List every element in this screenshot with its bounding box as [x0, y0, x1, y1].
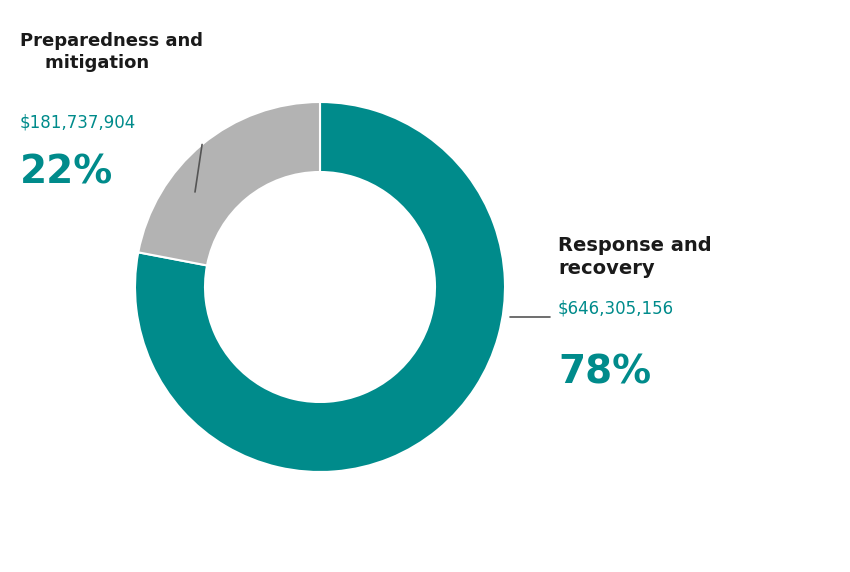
Text: $181,737,904: $181,737,904: [20, 113, 136, 131]
Text: $646,305,156: $646,305,156: [558, 300, 674, 318]
Text: 22%: 22%: [20, 153, 113, 191]
Text: Preparedness and
    mitigation: Preparedness and mitigation: [20, 32, 203, 72]
Text: 78%: 78%: [558, 353, 651, 391]
Text: Response and
recovery: Response and recovery: [558, 236, 711, 278]
Wedge shape: [139, 102, 320, 265]
Wedge shape: [135, 102, 505, 472]
